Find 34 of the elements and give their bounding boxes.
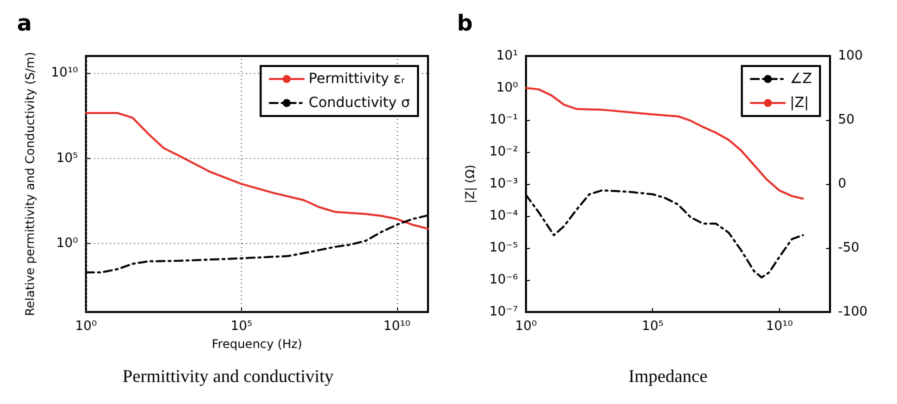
y-tick-label: 10⁰ (56, 236, 78, 252)
y2-tick-label: -50 (838, 240, 860, 256)
y-tick-label: 10⁻⁴ (489, 208, 518, 224)
legend-label: ∠Z (790, 71, 812, 87)
text: Impedance (628, 366, 708, 386)
legend-label: |Z| (790, 95, 809, 111)
y2-tick-label: 50 (838, 112, 855, 128)
x-tick-label: 10⁵ (642, 319, 664, 334)
chart-title: a (17, 12, 32, 36)
y-tick-label: 10⁻¹ (489, 112, 518, 128)
x-tick-label: 10¹⁰ (766, 319, 793, 334)
x-tick-label: 10⁰ (515, 319, 537, 334)
x-tick-label: 10¹⁰ (383, 319, 410, 334)
legend-label: Conductivity σ (308, 95, 410, 111)
text: Permittivity and conductivity (122, 366, 334, 386)
y2-tick-label: -100 (838, 304, 868, 320)
y-tick-label: 10¹ (496, 48, 518, 64)
y-tick-label: 10⁵ (56, 150, 78, 166)
y-tick-label: 10⁻⁶ (489, 272, 518, 288)
y2-tick-label: 0 (838, 176, 846, 192)
y2-tick-label: 100 (838, 48, 863, 64)
y-axis-title: |Z| (Ω) (463, 164, 477, 204)
x-tick-label: 10⁰ (75, 319, 97, 334)
y-tick-label: 10⁻² (489, 144, 518, 160)
y-tick-label: 10⁻⁷ (489, 304, 518, 320)
x-axis-title: Frequency (Hz) (212, 337, 302, 351)
legend-label: Permittivity εᵣ (308, 71, 406, 87)
y-tick-label: 10⁻³ (489, 176, 518, 192)
y-tick-label: 10¹⁰ (51, 66, 78, 81)
y-tick-label: 10⁻⁵ (489, 240, 518, 256)
y-tick-label: 10⁰ (496, 80, 518, 96)
y-axis-title: Relative permittivity and Conductivity (S/m) (23, 52, 37, 316)
chart-title: b (457, 12, 473, 36)
x-tick-label: 10⁵ (230, 319, 252, 334)
